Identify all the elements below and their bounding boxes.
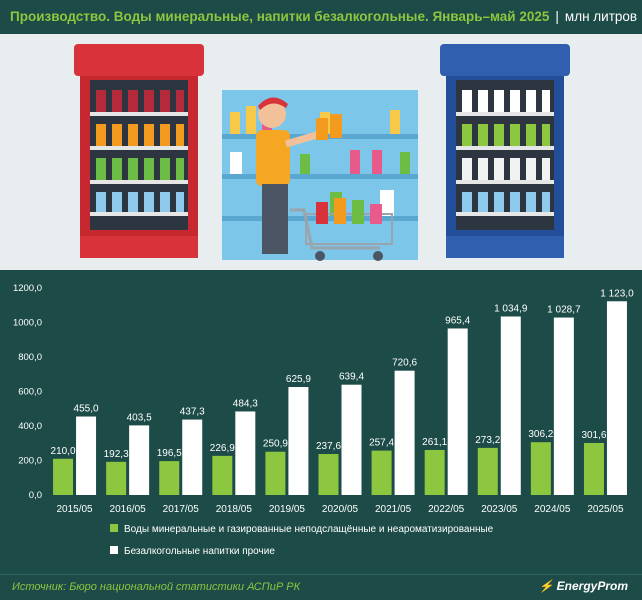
x-tick-label: 2022/05 xyxy=(428,504,465,515)
title-text: Производство. Воды минеральные, напитки … xyxy=(10,9,550,24)
x-tick-label: 2016/05 xyxy=(110,504,147,515)
bar-soft-drinks xyxy=(288,387,309,495)
legend: Воды минеральные и газированные неподсла… xyxy=(110,524,494,557)
bar-mineral-water xyxy=(424,449,445,495)
bar-mineral-water xyxy=(583,442,604,495)
x-tick-label: 2021/05 xyxy=(375,504,412,515)
bar-soft-drinks xyxy=(553,317,574,495)
data-label: 210,0 xyxy=(51,446,76,457)
bar-mineral-water xyxy=(53,458,74,495)
data-label: 250,9 xyxy=(263,439,288,450)
x-tick-label: 2024/05 xyxy=(534,504,571,515)
brand-logo: ⚡ EnergyProm xyxy=(539,579,628,593)
legend-label: Воды минеральные и газированные неподсла… xyxy=(124,524,494,535)
y-tick-label: 600,0 xyxy=(18,387,42,398)
y-tick-label: 0,0 xyxy=(29,490,42,501)
data-label: 720,6 xyxy=(392,358,417,369)
data-label: 196,5 xyxy=(157,448,182,459)
data-label: 455,0 xyxy=(74,404,99,415)
bar-soft-drinks xyxy=(606,301,627,495)
brand-name: EnergyProm xyxy=(556,579,628,593)
bar-mineral-water xyxy=(159,461,180,495)
data-label: 261,1 xyxy=(422,437,447,448)
bar-mineral-water xyxy=(106,461,127,495)
y-tick-label: 400,0 xyxy=(18,421,42,432)
data-label: 306,2 xyxy=(528,429,553,440)
footer: Источник: Бюро национальной статистики А… xyxy=(0,574,642,600)
header: Производство. Воды минеральные, напитки … xyxy=(0,0,642,34)
data-label: 403,5 xyxy=(127,412,152,423)
bar-soft-drinks xyxy=(76,416,97,495)
bar-soft-drinks xyxy=(129,425,150,495)
bar-soft-drinks xyxy=(394,370,415,495)
x-tick-label: 2020/05 xyxy=(322,504,359,515)
x-tick-label: 2019/05 xyxy=(269,504,306,515)
bar-soft-drinks xyxy=(341,384,362,495)
data-label: 484,3 xyxy=(233,398,258,409)
bar-mineral-water xyxy=(265,451,286,495)
x-axis: 2015/05 2016/05 2017/05 2018/05 2019/05 2020/… xyxy=(56,504,623,515)
y-tick-label: 800,0 xyxy=(18,352,42,363)
data-label: 965,4 xyxy=(445,315,470,326)
data-label: 639,4 xyxy=(339,372,364,383)
bar-mineral-water xyxy=(371,450,392,495)
data-label: 437,3 xyxy=(180,407,205,418)
chart-area: 0,0 200,0 400,0 600,0 800,0 1000,0 1200,0 210,… xyxy=(0,270,642,574)
illustration xyxy=(0,34,642,270)
data-label: 192,3 xyxy=(104,449,129,460)
bar-soft-drinks xyxy=(235,411,256,495)
bar-soft-drinks xyxy=(500,316,521,495)
bar-soft-drinks xyxy=(447,328,468,495)
bar-mineral-water xyxy=(477,447,498,495)
y-tick-label: 1200,0 xyxy=(13,283,42,294)
legend-swatch xyxy=(110,546,118,554)
shelves-icon xyxy=(222,90,418,260)
bar-mineral-water xyxy=(318,454,339,495)
bar-mineral-water xyxy=(530,442,551,495)
blue-fridge-icon xyxy=(440,44,570,258)
data-label: 226,9 xyxy=(210,443,235,454)
data-label: 1 034,9 xyxy=(494,303,528,314)
store-illustration xyxy=(0,34,642,270)
bar-mineral-water xyxy=(212,455,233,495)
x-tick-label: 2017/05 xyxy=(163,504,200,515)
legend-swatch xyxy=(110,524,118,532)
bar-chart: 0,0 200,0 400,0 600,0 800,0 1000,0 1200,0 210,… xyxy=(13,283,634,557)
y-tick-label: 1000,0 xyxy=(13,318,42,329)
data-label: 273,2 xyxy=(475,435,500,446)
brand-icon: ⚡ xyxy=(538,579,554,593)
data-label: 1 123,0 xyxy=(600,288,634,299)
bars: 210,0 455,0 192,3 403,5 196,5 437,3 226,9 484,3… xyxy=(51,288,634,495)
data-label: 301,6 xyxy=(581,430,606,441)
y-axis: 0,0 200,0 400,0 600,0 800,0 1000,0 1200,0 xyxy=(13,283,42,501)
data-label: 237,6 xyxy=(316,441,341,452)
x-tick-label: 2025/05 xyxy=(587,504,624,515)
legend-label: Безалкогольные напитки прочие xyxy=(124,546,275,557)
shopping-cart-icon xyxy=(290,198,393,261)
x-tick-label: 2015/05 xyxy=(56,504,93,515)
y-tick-label: 200,0 xyxy=(18,456,42,467)
data-label: 625,9 xyxy=(286,374,311,385)
source-note: Источник: Бюро национальной статистики А… xyxy=(12,581,301,593)
title-separator: | xyxy=(555,9,559,24)
data-label: 257,4 xyxy=(369,438,394,449)
red-fridge-icon xyxy=(74,44,204,258)
shopper-icon xyxy=(256,97,342,254)
x-tick-label: 2018/05 xyxy=(216,504,253,515)
chart-title: Производство. Воды минеральные, напитки … xyxy=(10,9,637,24)
data-label: 1 028,7 xyxy=(547,305,581,316)
bar-soft-drinks xyxy=(182,419,203,495)
unit-label: млн литров xyxy=(564,9,638,24)
x-tick-label: 2023/05 xyxy=(481,504,518,515)
